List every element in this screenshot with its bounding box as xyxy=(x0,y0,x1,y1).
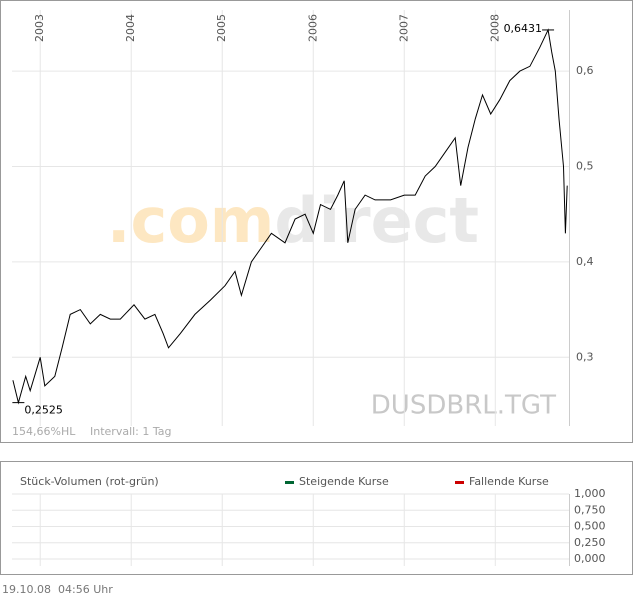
y-tick-label: 0,750 xyxy=(574,503,606,516)
footer-time: 04:56 Uhr xyxy=(58,583,113,596)
footer-date: 19.10.08 xyxy=(2,583,51,596)
y-tick-label: 0,500 xyxy=(574,520,606,533)
annotation-label: 0,2525 xyxy=(24,404,63,417)
x-tick-label: 2008 xyxy=(488,14,501,42)
interval-label: Intervall: 1 Tag xyxy=(90,425,172,438)
volume-title: Stück-Volumen (rot-grün) xyxy=(20,475,159,488)
x-tick-label: 2004 xyxy=(124,14,137,42)
legend-label: Steigende Kurse xyxy=(299,475,389,488)
y-tick-label: 0,4 xyxy=(576,255,594,268)
y-tick-label: 0,3 xyxy=(576,350,594,363)
legend-swatch xyxy=(455,481,464,484)
legend-swatch xyxy=(285,481,294,484)
y-tick-label: 1,000 xyxy=(574,487,606,500)
price-panel xyxy=(0,0,633,443)
symbol: DUSDBRL.TGT xyxy=(371,391,556,421)
legend-label: Fallende Kurse xyxy=(469,475,549,488)
y-tick-label: 0,000 xyxy=(574,552,606,565)
y-tick-label: 0,250 xyxy=(574,536,606,549)
annotation-label: 0,6431 xyxy=(504,22,543,35)
x-tick-label: 2007 xyxy=(397,14,410,42)
watermark-prefix: .com xyxy=(107,184,275,257)
y-tick-label: 0,6 xyxy=(576,64,594,77)
price-line xyxy=(12,28,568,405)
watermark: .comdirect xyxy=(107,184,479,257)
x-tick-label: 2003 xyxy=(33,14,46,42)
range-label: 154,66%HL xyxy=(12,425,76,438)
x-tick-label: 2005 xyxy=(215,14,228,42)
y-tick-label: 0,5 xyxy=(576,159,594,172)
x-tick-label: 2006 xyxy=(306,14,319,42)
watermark-brand: direct xyxy=(274,184,479,257)
volume-panel xyxy=(0,461,633,575)
